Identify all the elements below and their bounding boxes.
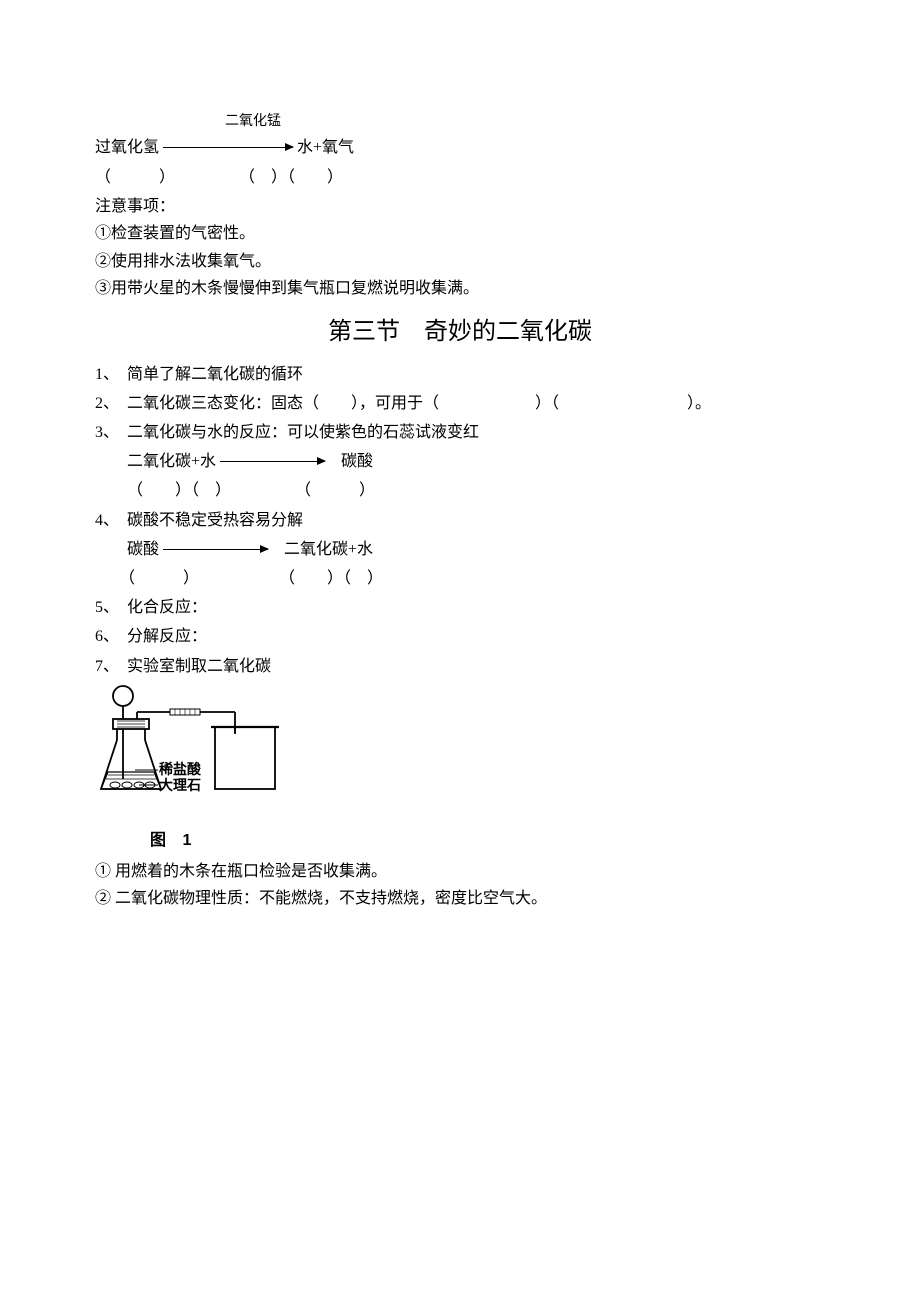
item4: 4、 碳酸不稳定受热容易分解	[95, 507, 825, 534]
reaction4-reactant: 碳酸	[127, 536, 159, 563]
item4-num: 4、	[95, 507, 127, 534]
reaction-arrow	[163, 147, 293, 148]
item7-text: 实验室制取二氧化碳	[127, 653, 825, 680]
item6: 6、 分解反应：	[95, 623, 825, 650]
reaction3-reactants: 二氧化碳+水	[127, 448, 216, 475]
item3: 3、 二氧化碳与水的反应：可以使紫色的石蕊试液变红	[95, 419, 825, 446]
reaction-arrow	[163, 549, 268, 550]
notes-item3: ③用带火星的木条慢慢伸到集气瓶口复燃说明收集满。	[95, 275, 825, 302]
item2-text: 二氧化碳三态变化：固态（ ），可用于（ ）（ ）。	[127, 390, 825, 417]
item5: 5、 化合反应：	[95, 594, 825, 621]
reaction4-equation: 碳酸 二氧化碳+水	[127, 536, 825, 563]
footnote1: ① 用燃着的木条在瓶口检验是否收集满。	[95, 858, 825, 885]
item1: 1、 简单了解二氧化碳的循环	[95, 361, 825, 388]
reaction4-blanks: （ ） （ ）（ ）	[119, 565, 825, 592]
item7: 7、 实验室制取二氧化碳	[95, 653, 825, 680]
reaction4-products: 二氧化碳+水	[284, 536, 373, 563]
reaction1-products: 水+氧气	[297, 134, 354, 161]
catalyst-label: 二氧化锰	[225, 110, 825, 134]
notes-item2: ②使用排水法收集氧气。	[95, 248, 825, 275]
reaction1-blanks: （ ） （ ）（ ）	[95, 164, 825, 191]
reaction3-equation: 二氧化碳+水 碳酸	[127, 448, 825, 475]
svg-text:大理石: 大理石	[159, 777, 201, 794]
figure-caption: 图 1	[150, 827, 825, 854]
footnote2: ② 二氧化碳物理性质：不能燃烧，不支持燃烧，密度比空气大。	[95, 885, 825, 912]
item3-num: 3、	[95, 419, 127, 446]
apparatus-figure: 稀盐酸 大理石 图 1	[95, 684, 825, 854]
item6-num: 6、	[95, 623, 127, 650]
item2: 2、 二氧化碳三态变化：固态（ ），可用于（ ）（ ）。	[95, 390, 825, 417]
item4-text: 碳酸不稳定受热容易分解	[127, 507, 825, 534]
reaction1-reactant: 过氧化氢	[95, 134, 159, 161]
item6-text: 分解反应：	[127, 623, 825, 650]
reaction-arrow	[220, 461, 325, 462]
reaction3-blanks: （ ）（ ） （ ）	[127, 477, 825, 504]
notes-item1: ①检查装置的气密性。	[95, 220, 825, 247]
item5-text: 化合反应：	[127, 594, 825, 621]
apparatus-svg: 稀盐酸 大理石	[95, 684, 300, 814]
svg-text:稀盐酸: 稀盐酸	[159, 761, 202, 778]
reaction1-equation: 过氧化氢 水+氧气	[95, 134, 825, 161]
item1-text: 简单了解二氧化碳的循环	[127, 361, 825, 388]
item7-num: 7、	[95, 653, 127, 680]
section3-title: 第三节 奇妙的二氧化碳	[95, 312, 825, 353]
item2-num: 2、	[95, 390, 127, 417]
reaction3-product: 碳酸	[341, 448, 373, 475]
item1-num: 1、	[95, 361, 127, 388]
notes-title: 注意事项：	[95, 193, 825, 220]
item3-text: 二氧化碳与水的反应：可以使紫色的石蕊试液变红	[127, 419, 825, 446]
item5-num: 5、	[95, 594, 127, 621]
